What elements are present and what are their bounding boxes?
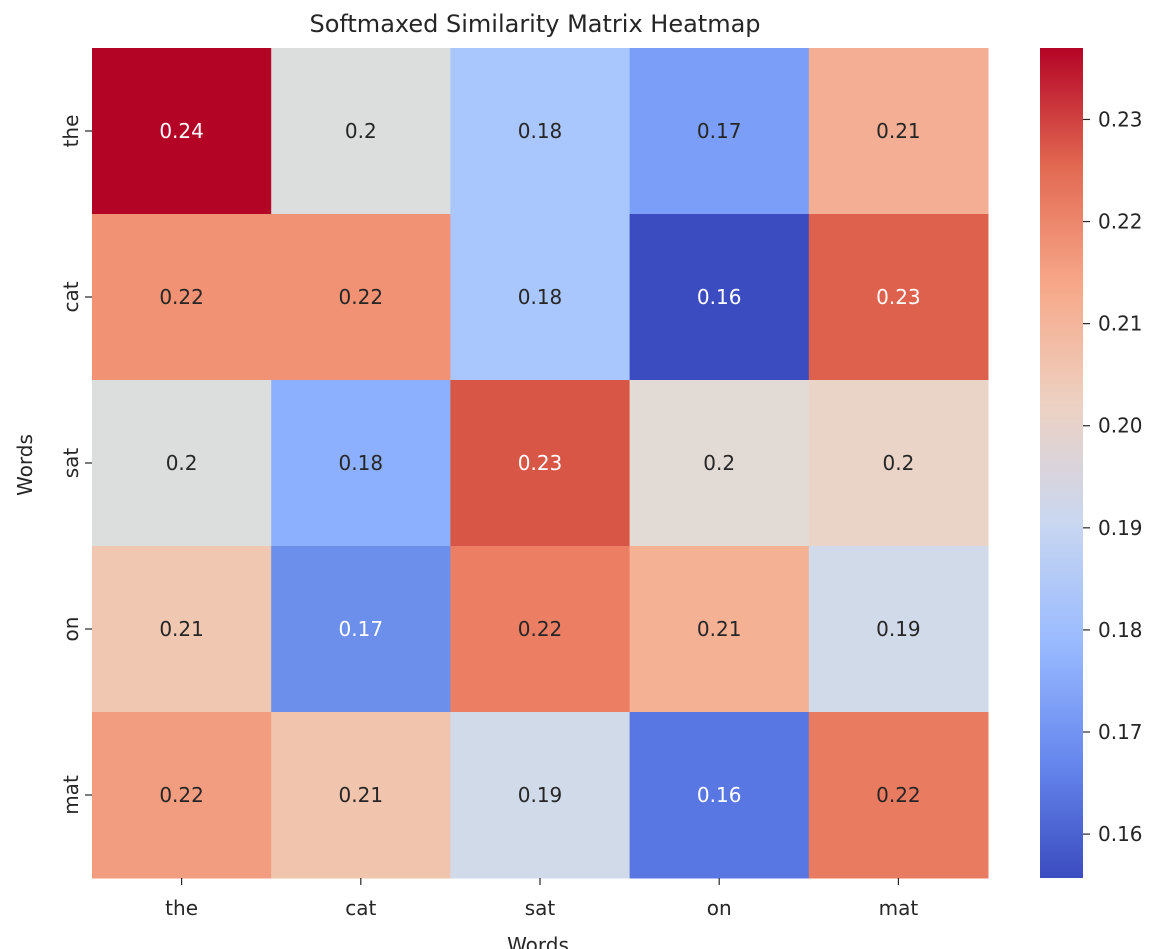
heatmap-cell (271, 214, 451, 381)
colorbar-tick-label: 0.22 (1098, 210, 1143, 234)
heatmap-cell (92, 546, 272, 713)
x-tick-label: sat (525, 896, 556, 920)
colorbar-tick-label: 0.17 (1098, 720, 1143, 744)
cell-value-label: 0.16 (697, 783, 742, 807)
x-axis-label: Words (507, 933, 569, 949)
heatmap-cell (271, 712, 451, 879)
x-tick-label: mat (879, 896, 919, 920)
x-tick-label: on (707, 896, 732, 920)
heatmap-cell (271, 48, 451, 215)
heatmap-cell (629, 712, 810, 879)
heatmap-cell (629, 48, 810, 215)
colorbar-tick-label: 0.19 (1098, 516, 1143, 540)
cell-value-label: 0.2 (882, 451, 914, 475)
y-tick-label: on (59, 617, 83, 642)
cell-value-label: 0.23 (518, 451, 563, 475)
cell-value-label: 0.2 (703, 451, 735, 475)
y-axis-label: Words (13, 434, 37, 496)
colorbar-tick-label: 0.21 (1098, 312, 1143, 336)
heatmap-cells: 0.24 0.2 0.18 0.17 0.21 0.22 0.22 0.18 0.16 0.23 0… (92, 48, 989, 879)
x-tick-label: the (165, 896, 198, 920)
cell-value-label: 0.17 (339, 617, 384, 641)
cell-value-label: 0.2 (166, 451, 198, 475)
y-axis: the cat sat on mat (59, 115, 92, 815)
heatmap-cell (450, 380, 631, 547)
cell-value-label: 0.21 (876, 119, 921, 143)
heatmap-cell (808, 380, 989, 547)
heatmap-cell (808, 712, 989, 879)
heatmap-cell (271, 380, 451, 547)
colorbar-tick-label: 0.20 (1098, 414, 1143, 438)
heatmap-cell (450, 214, 631, 381)
heatmap-cell (808, 214, 989, 381)
cell-value-label: 0.22 (518, 617, 563, 641)
heatmap-cell (808, 48, 989, 215)
cell-value-label: 0.22 (159, 783, 204, 807)
heatmap-cell (92, 380, 272, 547)
heatmap-cell (450, 712, 631, 879)
heatmap-cell (808, 546, 989, 713)
colorbar (1040, 48, 1083, 878)
heatmap-cell (629, 214, 810, 381)
y-tick-label: cat (59, 281, 83, 312)
cell-value-label: 0.22 (339, 285, 384, 309)
cell-value-label: 0.16 (697, 285, 742, 309)
heatmap-cell (450, 48, 631, 215)
chart-title: Softmaxed Similarity Matrix Heatmap (309, 10, 760, 38)
colorbar-ticks: 0.16 0.17 0.18 0.19 0.20 0.21 0.22 0.23 (1083, 107, 1143, 846)
colorbar-tick-label: 0.23 (1098, 107, 1143, 131)
cell-value-label: 0.18 (518, 285, 563, 309)
heatmap-cell (271, 546, 451, 713)
cell-value-label: 0.19 (518, 783, 563, 807)
cell-value-label: 0.24 (159, 119, 204, 143)
cell-value-label: 0.17 (697, 119, 742, 143)
cell-value-label: 0.21 (159, 617, 204, 641)
cell-value-label: 0.2 (345, 119, 377, 143)
y-tick-label: mat (59, 775, 83, 815)
cell-value-label: 0.19 (876, 617, 921, 641)
cell-value-label: 0.22 (876, 783, 921, 807)
y-tick-label: sat (59, 448, 83, 479)
cell-value-label: 0.18 (339, 451, 384, 475)
x-tick-label: cat (345, 896, 376, 920)
x-axis: the cat sat on mat (165, 878, 918, 920)
heatmap-cell (92, 712, 272, 879)
heatmap-cell (629, 546, 810, 713)
heatmap-cell (92, 214, 272, 381)
heatmap-cell (450, 546, 631, 713)
heatmap-cell (629, 380, 810, 547)
cell-value-label: 0.18 (518, 119, 563, 143)
colorbar-tick-label: 0.16 (1098, 822, 1143, 846)
y-tick-label: the (59, 115, 83, 148)
colorbar-tick-label: 0.18 (1098, 618, 1143, 642)
heatmap-cell (92, 48, 272, 215)
cell-value-label: 0.21 (339, 783, 384, 807)
cell-value-label: 0.22 (159, 285, 204, 309)
cell-value-label: 0.23 (876, 285, 921, 309)
cell-value-label: 0.21 (697, 617, 742, 641)
